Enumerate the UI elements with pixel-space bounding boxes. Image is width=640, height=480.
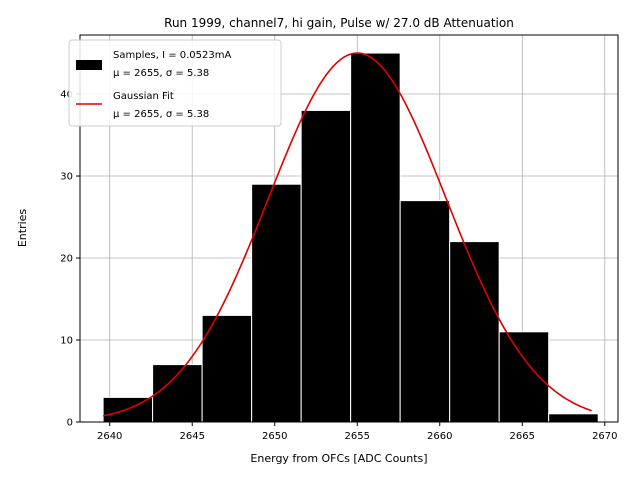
histogram-bar-3 <box>201 314 253 423</box>
y-tick-label: 0 <box>67 418 73 429</box>
histogram-bar-9 <box>498 331 550 423</box>
legend-stats-fit: μ = 2655, σ = 5.38 <box>113 109 209 120</box>
histogram-bar-7 <box>399 200 451 423</box>
x-tick-label: 2670 <box>592 431 617 442</box>
gaussian-fit-line <box>102 52 592 417</box>
legend-box <box>68 39 282 127</box>
histogram-bar-6 <box>350 52 401 423</box>
x-tick-label: 2665 <box>510 431 535 442</box>
y-tick-label: 10 <box>60 336 73 347</box>
histogram-bar-5 <box>300 109 352 423</box>
legend-stats-samples: μ = 2655, σ = 5.38 <box>113 68 209 79</box>
histogram-bar-8 <box>449 241 500 423</box>
legend-swatch-samples <box>76 60 102 70</box>
x-tick-label: 2655 <box>345 431 370 442</box>
x-tick-label: 2650 <box>262 431 287 442</box>
histogram-bar-2 <box>152 364 203 423</box>
y-axis-label: Entries <box>16 209 29 248</box>
x-tick-label: 2660 <box>427 431 452 442</box>
x-tick-label: 2640 <box>97 431 122 442</box>
plot-frame <box>79 34 619 423</box>
histogram-bar-4 <box>251 183 302 423</box>
x-tick-label: 2645 <box>179 431 204 442</box>
legend-label-samples: Samples, I = 0.0523mA <box>113 50 231 61</box>
histogram-bar-10 <box>548 413 599 423</box>
legend: Samples, I = 0.0523mA μ = 2655, σ = 5.38… <box>68 39 282 127</box>
chart-title: Run 1999, channel7, hi gain, Pulse w/ 27… <box>164 16 514 30</box>
y-tick-label: 40 <box>60 90 73 101</box>
x-axis-ticks: 2640 2645 2650 2655 2660 2665 2670 <box>97 422 618 442</box>
legend-label-fit: Gaussian Fit <box>113 91 174 102</box>
histogram-bars <box>102 52 599 423</box>
y-tick-label: 20 <box>60 254 73 265</box>
x-axis-label: Energy from OFCs [ADC Counts] <box>250 452 427 465</box>
y-tick-label: 30 <box>60 172 73 183</box>
